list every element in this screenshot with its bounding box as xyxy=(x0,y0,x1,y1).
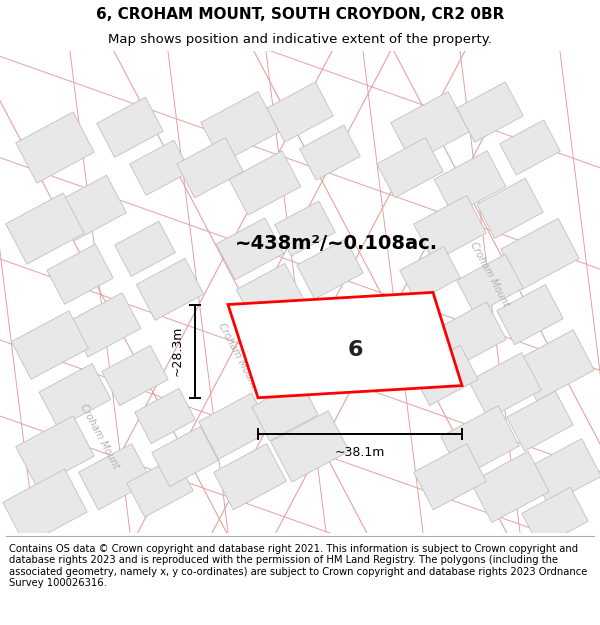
Polygon shape xyxy=(501,218,579,289)
Polygon shape xyxy=(400,247,460,302)
Text: 6: 6 xyxy=(347,340,363,360)
Polygon shape xyxy=(236,263,304,326)
Polygon shape xyxy=(214,444,286,510)
Text: ~28.3m: ~28.3m xyxy=(170,326,184,376)
Polygon shape xyxy=(115,221,175,276)
Polygon shape xyxy=(53,175,127,241)
Polygon shape xyxy=(300,125,360,180)
Polygon shape xyxy=(3,469,87,545)
Polygon shape xyxy=(271,411,349,482)
Polygon shape xyxy=(201,92,279,163)
Text: 6, CROHAM MOUNT, SOUTH CROYDON, CR2 0BR: 6, CROHAM MOUNT, SOUTH CROYDON, CR2 0BR xyxy=(96,7,504,22)
Polygon shape xyxy=(507,391,573,451)
Polygon shape xyxy=(441,406,519,477)
Polygon shape xyxy=(471,451,549,522)
Polygon shape xyxy=(457,82,523,142)
Polygon shape xyxy=(252,381,318,441)
Polygon shape xyxy=(500,120,560,175)
Polygon shape xyxy=(177,138,243,198)
Polygon shape xyxy=(469,352,541,419)
Polygon shape xyxy=(47,244,113,304)
Text: Map shows position and indicative extent of the property.: Map shows position and indicative extent… xyxy=(108,34,492,46)
Polygon shape xyxy=(69,292,141,357)
Polygon shape xyxy=(39,364,111,428)
Polygon shape xyxy=(477,178,543,238)
Text: Croham Mount: Croham Mount xyxy=(217,321,259,389)
Text: Croham Mount: Croham Mount xyxy=(469,240,511,308)
Polygon shape xyxy=(412,346,478,406)
Polygon shape xyxy=(135,389,195,444)
Polygon shape xyxy=(199,393,271,459)
Polygon shape xyxy=(529,439,600,505)
Text: ~438m²/~0.108ac.: ~438m²/~0.108ac. xyxy=(235,234,438,253)
Polygon shape xyxy=(11,311,89,379)
Polygon shape xyxy=(413,444,487,510)
Text: ~38.1m: ~38.1m xyxy=(335,446,385,459)
Polygon shape xyxy=(16,416,94,487)
Polygon shape xyxy=(228,292,462,398)
Polygon shape xyxy=(434,302,506,368)
Text: Contains OS data © Crown copyright and database right 2021. This information is : Contains OS data © Crown copyright and d… xyxy=(9,544,587,588)
Polygon shape xyxy=(275,201,335,256)
Polygon shape xyxy=(377,138,443,198)
Polygon shape xyxy=(457,254,523,314)
Polygon shape xyxy=(413,196,487,262)
Polygon shape xyxy=(130,140,190,195)
Polygon shape xyxy=(434,151,506,215)
Polygon shape xyxy=(16,112,94,183)
Polygon shape xyxy=(229,151,301,215)
Polygon shape xyxy=(267,82,333,142)
Polygon shape xyxy=(79,444,151,510)
Polygon shape xyxy=(152,426,218,487)
Polygon shape xyxy=(497,284,563,345)
Polygon shape xyxy=(217,218,284,280)
Polygon shape xyxy=(391,92,469,163)
Text: Croham Mount: Croham Mount xyxy=(79,402,121,471)
Polygon shape xyxy=(102,346,168,406)
Polygon shape xyxy=(516,330,594,401)
Polygon shape xyxy=(6,193,84,264)
Polygon shape xyxy=(522,488,588,548)
Polygon shape xyxy=(297,239,363,299)
Polygon shape xyxy=(136,258,203,321)
Polygon shape xyxy=(127,457,193,517)
Polygon shape xyxy=(97,97,163,158)
